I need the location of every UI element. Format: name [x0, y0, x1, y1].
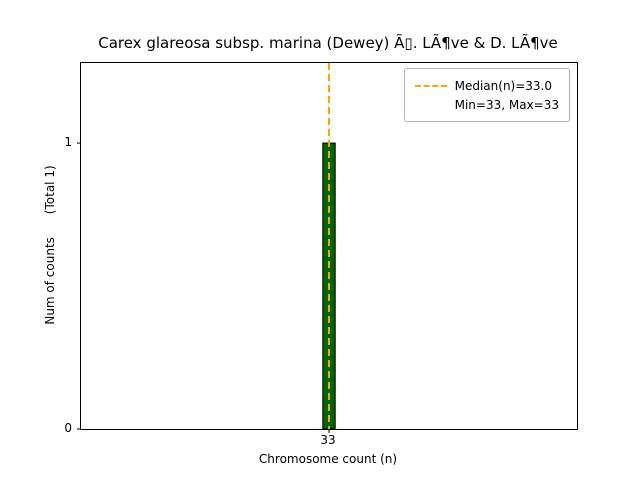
plot-area — [77, 62, 578, 433]
y-axis-label: Num of counts (Total 1) — [43, 165, 57, 325]
plot-svg — [77, 63, 336, 433]
legend-median-label: Median(n)=33.0 — [454, 78, 552, 93]
legend-minmax-label: Min=33, Max=33 — [454, 97, 559, 112]
x-axis-label: Chromosome count (n) — [258, 452, 398, 466]
x-tick-label-33: 33 — [320, 433, 336, 447]
chart-title: Carex glareosa subsp. marina (Dewey) Ã▯.… — [98, 34, 558, 52]
median-dashed-line-icon — [414, 84, 447, 87]
legend-entry-minmax: Min=33, Max=33 — [415, 95, 559, 114]
legend-entry-median: Median(n)=33.0 — [414, 76, 559, 95]
legend: Median(n)=33.0 Min=33, Max=33 — [403, 68, 570, 122]
y-tick-label-1: 1 — [64, 135, 72, 149]
y-tick-label-0: 0 — [64, 421, 72, 435]
